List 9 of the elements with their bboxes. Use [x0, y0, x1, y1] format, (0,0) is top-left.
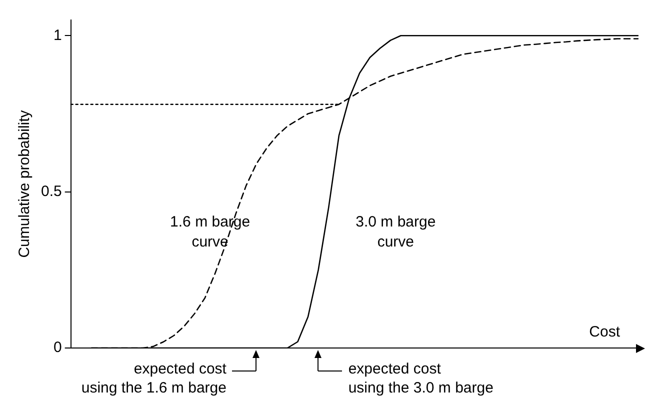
y-tick-label: 0 [54, 339, 62, 356]
y-tick-label: 0.5 [40, 182, 62, 200]
text: expected cost using the 1.6 m barge [81, 360, 228, 397]
x-axis-title: Cost [589, 324, 621, 341]
y-axis-title: Cumulative probability [16, 110, 34, 258]
text: expected cost using the 3.0 m barge [348, 360, 494, 397]
annotation: 3.0 m barge curve [356, 214, 436, 251]
y-tick-label: 1 [54, 26, 62, 44]
annotation: 1.6 m barge curve [170, 214, 250, 251]
